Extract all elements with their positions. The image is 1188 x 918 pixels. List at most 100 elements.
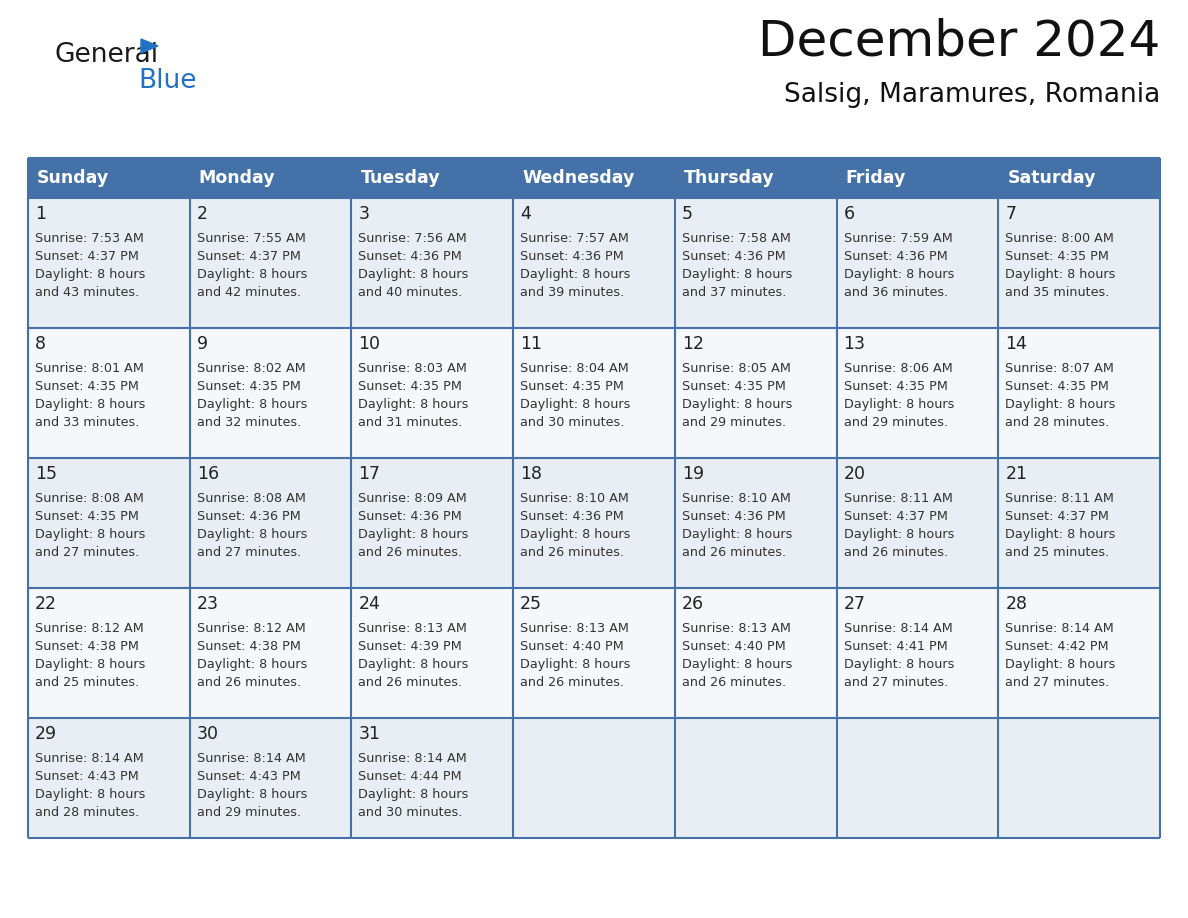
Text: 21: 21 <box>1005 465 1028 483</box>
Text: and 26 minutes.: and 26 minutes. <box>197 676 301 689</box>
Text: Daylight: 8 hours: Daylight: 8 hours <box>197 398 307 411</box>
Text: Sunset: 4:35 PM: Sunset: 4:35 PM <box>843 380 948 393</box>
Text: Sunset: 4:37 PM: Sunset: 4:37 PM <box>197 250 301 263</box>
Text: and 36 minutes.: and 36 minutes. <box>843 286 948 299</box>
Text: Wednesday: Wednesday <box>523 169 634 187</box>
Text: Daylight: 8 hours: Daylight: 8 hours <box>843 268 954 281</box>
Bar <box>29 158 1159 198</box>
Text: Sunrise: 8:14 AM: Sunrise: 8:14 AM <box>1005 622 1114 635</box>
Text: Sunset: 4:36 PM: Sunset: 4:36 PM <box>682 250 785 263</box>
Polygon shape <box>141 39 158 53</box>
Text: 27: 27 <box>843 595 866 613</box>
Text: 10: 10 <box>359 335 380 353</box>
Text: Daylight: 8 hours: Daylight: 8 hours <box>520 658 631 671</box>
Text: Daylight: 8 hours: Daylight: 8 hours <box>682 398 792 411</box>
Text: Sunset: 4:36 PM: Sunset: 4:36 PM <box>197 510 301 523</box>
Text: Sunrise: 8:14 AM: Sunrise: 8:14 AM <box>843 622 953 635</box>
Text: and 39 minutes.: and 39 minutes. <box>520 286 625 299</box>
Text: Daylight: 8 hours: Daylight: 8 hours <box>34 658 145 671</box>
Text: Sunrise: 8:09 AM: Sunrise: 8:09 AM <box>359 492 467 505</box>
Text: and 29 minutes.: and 29 minutes. <box>682 416 786 429</box>
Text: General: General <box>55 42 159 68</box>
Text: and 32 minutes.: and 32 minutes. <box>197 416 301 429</box>
Text: Sunset: 4:36 PM: Sunset: 4:36 PM <box>682 510 785 523</box>
Text: and 35 minutes.: and 35 minutes. <box>1005 286 1110 299</box>
Text: Sunrise: 8:14 AM: Sunrise: 8:14 AM <box>359 752 467 765</box>
Text: and 27 minutes.: and 27 minutes. <box>34 546 139 559</box>
Text: 30: 30 <box>197 725 219 743</box>
Text: and 37 minutes.: and 37 minutes. <box>682 286 786 299</box>
Text: Sunrise: 8:04 AM: Sunrise: 8:04 AM <box>520 362 628 375</box>
Text: Sunset: 4:35 PM: Sunset: 4:35 PM <box>34 380 139 393</box>
Text: Daylight: 8 hours: Daylight: 8 hours <box>843 658 954 671</box>
Text: Sunrise: 8:12 AM: Sunrise: 8:12 AM <box>197 622 305 635</box>
Text: and 26 minutes.: and 26 minutes. <box>359 546 462 559</box>
Text: Sunset: 4:39 PM: Sunset: 4:39 PM <box>359 640 462 653</box>
Text: Sunset: 4:42 PM: Sunset: 4:42 PM <box>1005 640 1108 653</box>
Text: Sunset: 4:43 PM: Sunset: 4:43 PM <box>197 770 301 783</box>
Text: and 28 minutes.: and 28 minutes. <box>1005 416 1110 429</box>
Text: Sunrise: 8:06 AM: Sunrise: 8:06 AM <box>843 362 953 375</box>
Text: and 42 minutes.: and 42 minutes. <box>197 286 301 299</box>
Text: Sunrise: 8:03 AM: Sunrise: 8:03 AM <box>359 362 467 375</box>
Text: Sunset: 4:40 PM: Sunset: 4:40 PM <box>520 640 624 653</box>
Text: 8: 8 <box>34 335 46 353</box>
Text: 26: 26 <box>682 595 704 613</box>
Text: Daylight: 8 hours: Daylight: 8 hours <box>197 528 307 541</box>
Text: Blue: Blue <box>138 68 196 94</box>
Text: 18: 18 <box>520 465 542 483</box>
Text: Sunrise: 8:12 AM: Sunrise: 8:12 AM <box>34 622 144 635</box>
Text: Daylight: 8 hours: Daylight: 8 hours <box>843 398 954 411</box>
Text: 13: 13 <box>843 335 866 353</box>
Bar <box>29 718 1159 838</box>
Text: Daylight: 8 hours: Daylight: 8 hours <box>359 658 469 671</box>
Text: Friday: Friday <box>846 169 906 187</box>
Text: Daylight: 8 hours: Daylight: 8 hours <box>197 658 307 671</box>
Text: Sunset: 4:36 PM: Sunset: 4:36 PM <box>843 250 947 263</box>
Text: Sunrise: 8:00 AM: Sunrise: 8:00 AM <box>1005 232 1114 245</box>
Text: Sunrise: 8:10 AM: Sunrise: 8:10 AM <box>682 492 791 505</box>
Text: Daylight: 8 hours: Daylight: 8 hours <box>1005 398 1116 411</box>
Text: Sunrise: 7:53 AM: Sunrise: 7:53 AM <box>34 232 144 245</box>
Text: 11: 11 <box>520 335 542 353</box>
Text: Tuesday: Tuesday <box>360 169 440 187</box>
Text: Sunrise: 7:55 AM: Sunrise: 7:55 AM <box>197 232 305 245</box>
Bar <box>29 198 1159 328</box>
Text: Sunset: 4:37 PM: Sunset: 4:37 PM <box>34 250 139 263</box>
Text: 5: 5 <box>682 205 693 223</box>
Text: Daylight: 8 hours: Daylight: 8 hours <box>34 788 145 801</box>
Text: Sunset: 4:38 PM: Sunset: 4:38 PM <box>197 640 301 653</box>
Text: Sunrise: 8:07 AM: Sunrise: 8:07 AM <box>1005 362 1114 375</box>
Text: and 43 minutes.: and 43 minutes. <box>34 286 139 299</box>
Text: 22: 22 <box>34 595 57 613</box>
Text: and 27 minutes.: and 27 minutes. <box>843 676 948 689</box>
Text: Daylight: 8 hours: Daylight: 8 hours <box>197 788 307 801</box>
Text: Sunrise: 8:14 AM: Sunrise: 8:14 AM <box>34 752 144 765</box>
Text: Daylight: 8 hours: Daylight: 8 hours <box>1005 528 1116 541</box>
Text: Sunset: 4:35 PM: Sunset: 4:35 PM <box>197 380 301 393</box>
Text: and 29 minutes.: and 29 minutes. <box>843 416 948 429</box>
Text: Sunset: 4:41 PM: Sunset: 4:41 PM <box>843 640 947 653</box>
Text: Sunset: 4:36 PM: Sunset: 4:36 PM <box>520 250 624 263</box>
Text: Sunset: 4:37 PM: Sunset: 4:37 PM <box>843 510 948 523</box>
Text: Thursday: Thursday <box>684 169 775 187</box>
Text: Sunset: 4:35 PM: Sunset: 4:35 PM <box>682 380 785 393</box>
Text: Sunrise: 8:01 AM: Sunrise: 8:01 AM <box>34 362 144 375</box>
Text: Sunrise: 8:05 AM: Sunrise: 8:05 AM <box>682 362 791 375</box>
Text: Daylight: 8 hours: Daylight: 8 hours <box>1005 268 1116 281</box>
Text: Sunset: 4:35 PM: Sunset: 4:35 PM <box>359 380 462 393</box>
Text: 9: 9 <box>197 335 208 353</box>
Text: Daylight: 8 hours: Daylight: 8 hours <box>520 398 631 411</box>
Text: Daylight: 8 hours: Daylight: 8 hours <box>34 398 145 411</box>
Text: Sunset: 4:36 PM: Sunset: 4:36 PM <box>520 510 624 523</box>
Text: Daylight: 8 hours: Daylight: 8 hours <box>197 268 307 281</box>
Text: and 30 minutes.: and 30 minutes. <box>359 806 463 819</box>
Text: Daylight: 8 hours: Daylight: 8 hours <box>682 268 792 281</box>
Text: 7: 7 <box>1005 205 1016 223</box>
Text: Sunrise: 8:13 AM: Sunrise: 8:13 AM <box>359 622 467 635</box>
Text: Daylight: 8 hours: Daylight: 8 hours <box>843 528 954 541</box>
Bar <box>29 328 1159 458</box>
Text: Sunrise: 7:59 AM: Sunrise: 7:59 AM <box>843 232 953 245</box>
Text: and 28 minutes.: and 28 minutes. <box>34 806 139 819</box>
Text: 17: 17 <box>359 465 380 483</box>
